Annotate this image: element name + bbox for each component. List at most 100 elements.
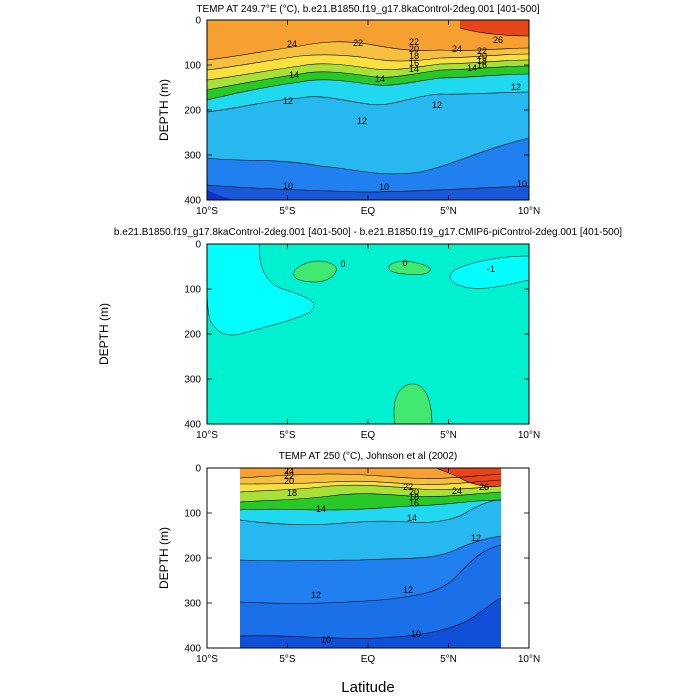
- x-tick-label: 5°N: [440, 206, 457, 217]
- contour-label: 14: [375, 74, 385, 84]
- contour-label: 24: [452, 486, 462, 496]
- x-tick-label: EQ: [361, 430, 376, 441]
- contour-label: 26: [493, 35, 503, 45]
- fill-10-12: [207, 138, 529, 200]
- contour-label: 18: [409, 492, 419, 502]
- contour-label: 22: [477, 46, 487, 56]
- y-tick-label: 100: [184, 285, 201, 296]
- contour-label: 24: [284, 466, 294, 476]
- fill-gt26: [460, 20, 529, 36]
- x-tick-label: 5°N: [440, 654, 457, 665]
- panel-1-title: TEMP AT 249.7°E (°C), b.e21.B1850.f19_g1…: [196, 4, 539, 15]
- y-tick-label: 300: [184, 375, 201, 386]
- contour-label: 12: [471, 533, 481, 543]
- y-tick-label: 200: [184, 106, 201, 117]
- y-tick-label: 400: [184, 644, 201, 655]
- contour-label: 14: [316, 504, 326, 514]
- x-tick-label: 10°N: [518, 430, 540, 441]
- contour-label: -1: [487, 264, 495, 274]
- contour-label: 16: [409, 498, 419, 508]
- no-data-mask-left: [207, 468, 240, 648]
- x-tick-label: 5°N: [440, 430, 457, 441]
- x-tick-label: 10°S: [196, 206, 218, 217]
- contour-label: 10: [517, 179, 527, 189]
- panel-3-contour-fill: [239, 468, 502, 648]
- y-tick-label: 0: [195, 464, 201, 475]
- contour-label: 26: [479, 482, 489, 492]
- panel-3-title: TEMP AT 250 (°C), Johnson et al (2002): [279, 451, 458, 462]
- panel-2-ticks: 10°S 5°S EQ 5°N 10°N 0 100 200 300 400: [184, 240, 540, 442]
- x-tick-label: 5°S: [279, 654, 296, 665]
- contour-label: 14: [407, 513, 417, 523]
- panel-1-ticks: 10°S 5°S EQ 5°N 10°N 0 100 200 300 400: [184, 16, 540, 218]
- contour-label: 10: [283, 181, 293, 191]
- y-tick-label: 0: [195, 240, 201, 251]
- panel-2-contour-labels: 0 0 -1: [340, 258, 495, 274]
- y-tick-label: 300: [184, 599, 201, 610]
- contour-label: 10: [321, 635, 331, 645]
- contour-label: 12: [283, 96, 293, 106]
- x-tick-label: 10°S: [196, 654, 218, 665]
- contour-label: 16: [477, 60, 487, 70]
- x-tick-label: EQ: [361, 654, 376, 665]
- panel-1: TEMP AT 249.7°E (°C), b.e21.B1850.f19_g1…: [157, 4, 540, 217]
- contour-label: 18: [477, 56, 487, 66]
- contour-label: 14: [409, 64, 419, 74]
- x-tick-label: 5°S: [279, 206, 296, 217]
- x-tick-label: 10°N: [518, 206, 540, 217]
- contour-label: 18: [409, 51, 419, 61]
- contour-label: 12: [511, 82, 521, 92]
- x-axis-label: Latitude: [341, 679, 394, 696]
- y-tick-label: 200: [184, 554, 201, 565]
- contour-label: 20: [284, 476, 294, 486]
- contour-label: 20: [477, 51, 487, 61]
- y-tick-label: 100: [184, 61, 201, 72]
- fill-positive-c: [393, 383, 433, 424]
- fill-10-11: [240, 545, 501, 648]
- contour-label: 20: [409, 44, 419, 54]
- x-tick-label: EQ: [361, 206, 376, 217]
- contour-label: 12: [357, 116, 367, 126]
- contour-label: 24: [452, 44, 462, 54]
- panel-3: TEMP AT 250 (°C), Johnson et al (2002): [157, 451, 540, 665]
- panel-1-contour-fill: [207, 20, 529, 200]
- contour-label: 0: [340, 259, 345, 269]
- y-tick-label: 400: [184, 196, 201, 207]
- fill-deep: [207, 190, 235, 200]
- panel-2-title: b.e21.B1850.f19_g17.8kaControl-2deg.001 …: [114, 227, 622, 238]
- panel-2-contour-fill: [207, 244, 529, 424]
- fill-negative-left: [207, 244, 314, 336]
- contour-label: 0: [402, 258, 407, 268]
- panel-3-ylabel: DEPTH (m): [157, 527, 171, 589]
- panel-2: b.e21.B1850.f19_g17.8kaControl-2deg.001 …: [97, 227, 622, 441]
- y-tick-label: 300: [184, 151, 201, 162]
- contour-label: 10: [379, 182, 389, 192]
- contour-label: 20: [409, 487, 419, 497]
- x-tick-label: 5°S: [279, 430, 296, 441]
- y-tick-label: 100: [184, 509, 201, 520]
- contour-label: 22: [409, 37, 419, 47]
- y-tick-label: 200: [184, 330, 201, 341]
- contour-label: 12: [311, 590, 321, 600]
- contour-label: 24: [287, 39, 297, 49]
- contour-label: 14: [289, 70, 299, 80]
- panel-2-ylabel: DEPTH (m): [97, 303, 111, 365]
- contour-label: 12: [403, 585, 413, 595]
- y-tick-label: 0: [195, 16, 201, 27]
- x-tick-label: 10°S: [196, 430, 218, 441]
- panel-3-ticks: 10°S 5°S EQ 5°N 10°N 0 100 200 300 400: [184, 464, 540, 666]
- y-tick-label: 400: [184, 420, 201, 431]
- contour-label: 18: [287, 488, 297, 498]
- panel-1-ylabel: DEPTH (m): [157, 79, 171, 141]
- contour-label: 22: [353, 38, 363, 48]
- x-tick-label: 10°N: [518, 654, 540, 665]
- contour-label: 22: [284, 471, 294, 481]
- fill-24-26: [240, 468, 501, 479]
- fill-negative-right: [449, 255, 529, 289]
- fill-positive-a: [293, 260, 337, 283]
- fill-positive-b: [388, 261, 431, 275]
